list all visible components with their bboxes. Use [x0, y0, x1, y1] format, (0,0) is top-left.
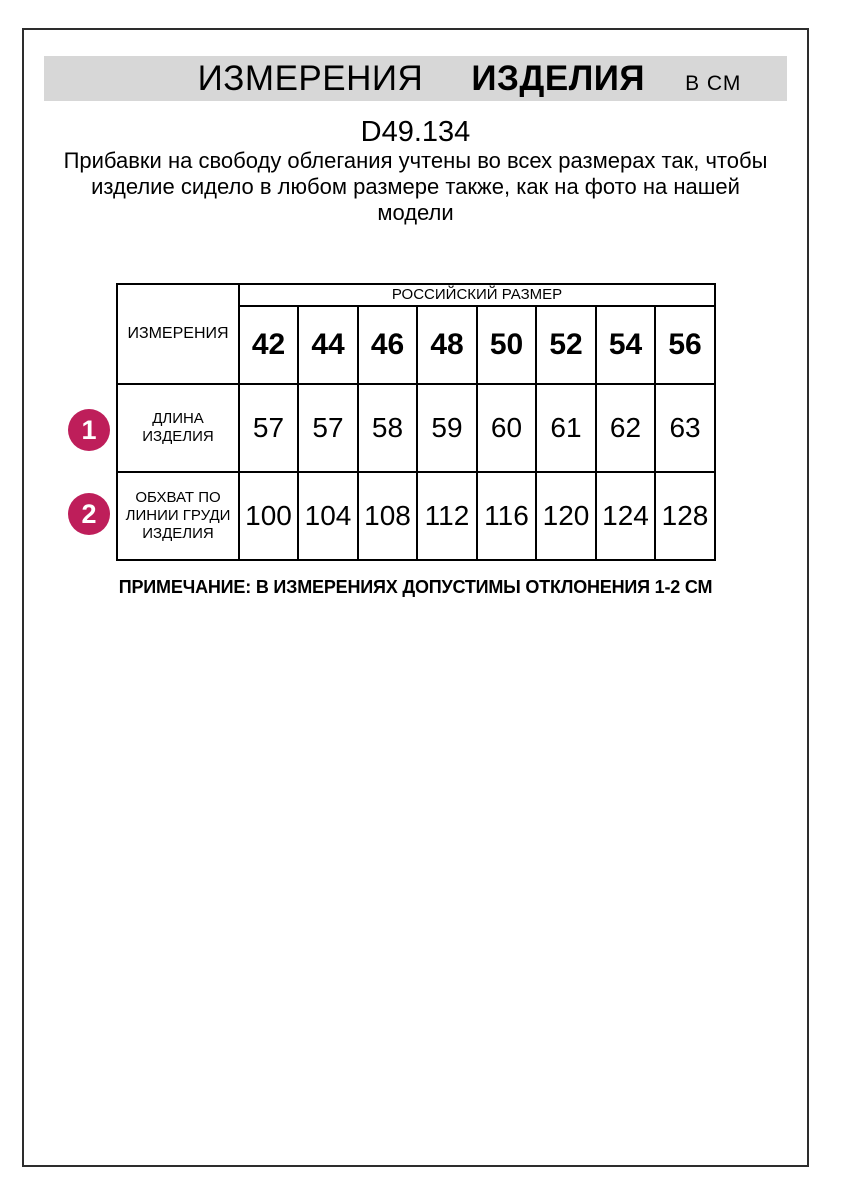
- row-label-length: ДЛИНА ИЗДЕЛИЯ: [116, 383, 240, 473]
- size-header-cell: 56: [653, 305, 717, 385]
- value-cell: 57: [238, 383, 299, 473]
- table-row-chest: ОБХВАТ ПО ЛИНИИ ГРУДИ ИЗДЕЛИЯ 100 104 10…: [116, 471, 717, 561]
- value-cell: 104: [297, 471, 359, 561]
- value-cell: 100: [238, 471, 299, 561]
- value-cell: 61: [535, 383, 597, 473]
- size-header-cell: 52: [535, 305, 597, 385]
- value-cell: 58: [357, 383, 418, 473]
- size-header-cell: 44: [297, 305, 359, 385]
- value-cell: 62: [595, 383, 656, 473]
- product-code: D49.134: [360, 116, 471, 148]
- size-header-cell: 42: [238, 305, 299, 385]
- value-cell: 108: [357, 471, 418, 561]
- value-cell: 120: [535, 471, 597, 561]
- page-title-measurements: ИЗМЕРЕНИЯ: [197, 59, 424, 98]
- value-cell: 112: [416, 471, 478, 561]
- value-cell: 128: [653, 471, 717, 561]
- value-cell: 124: [595, 471, 656, 561]
- page-border-frame: [22, 28, 809, 1167]
- size-header-cell: 54: [595, 305, 656, 385]
- table-row-length: ДЛИНА ИЗДЕЛИЯ 57 57 58 59 60 61 62 63: [116, 383, 717, 473]
- size-header-cell: 46: [357, 305, 418, 385]
- page-title-unit: В СМ: [685, 72, 742, 95]
- row-number-badge-1: 1: [68, 409, 110, 451]
- title-bar: ИЗМЕРЕНИЯ ИЗДЕЛИЯ В СМ: [44, 56, 787, 101]
- row-label-chest: ОБХВАТ ПО ЛИНИИ ГРУДИ ИЗДЕЛИЯ: [116, 471, 240, 561]
- table-group-header: РОССИЙСКИЙ РАЗМЕР: [237, 283, 717, 307]
- page-title-product: ИЗДЕЛИЯ: [471, 59, 646, 98]
- fit-description-line: Прибавки на свободу облегания учтены во …: [63, 148, 768, 173]
- fit-description-line: изделие сидело в любом размере также, ка…: [91, 174, 740, 199]
- value-cell: 59: [416, 383, 478, 473]
- value-cell: 57: [297, 383, 359, 473]
- value-cell: 60: [476, 383, 537, 473]
- fit-description: Прибавки на свободу облегания учтены во …: [22, 148, 809, 226]
- size-header-cell: 48: [416, 305, 478, 385]
- table-corner-header: ИЗМЕРЕНИЯ: [116, 283, 240, 385]
- size-header-cell: 50: [476, 305, 537, 385]
- tolerance-note: ПРИМЕЧАНИЕ: В ИЗМЕРЕНИЯХ ДОПУСТИМЫ ОТКЛО…: [118, 577, 713, 597]
- value-cell: 116: [476, 471, 537, 561]
- row-number-badge-2: 2: [68, 493, 110, 535]
- size-table: ИЗМЕРЕНИЯ РОССИЙСКИЙ РАЗМЕР 42 44 46 48 …: [116, 283, 717, 561]
- value-cell: 63: [653, 383, 717, 473]
- table-size-header-row: 42 44 46 48 50 52 54 56: [117, 305, 717, 385]
- fit-description-line: модели: [377, 200, 454, 225]
